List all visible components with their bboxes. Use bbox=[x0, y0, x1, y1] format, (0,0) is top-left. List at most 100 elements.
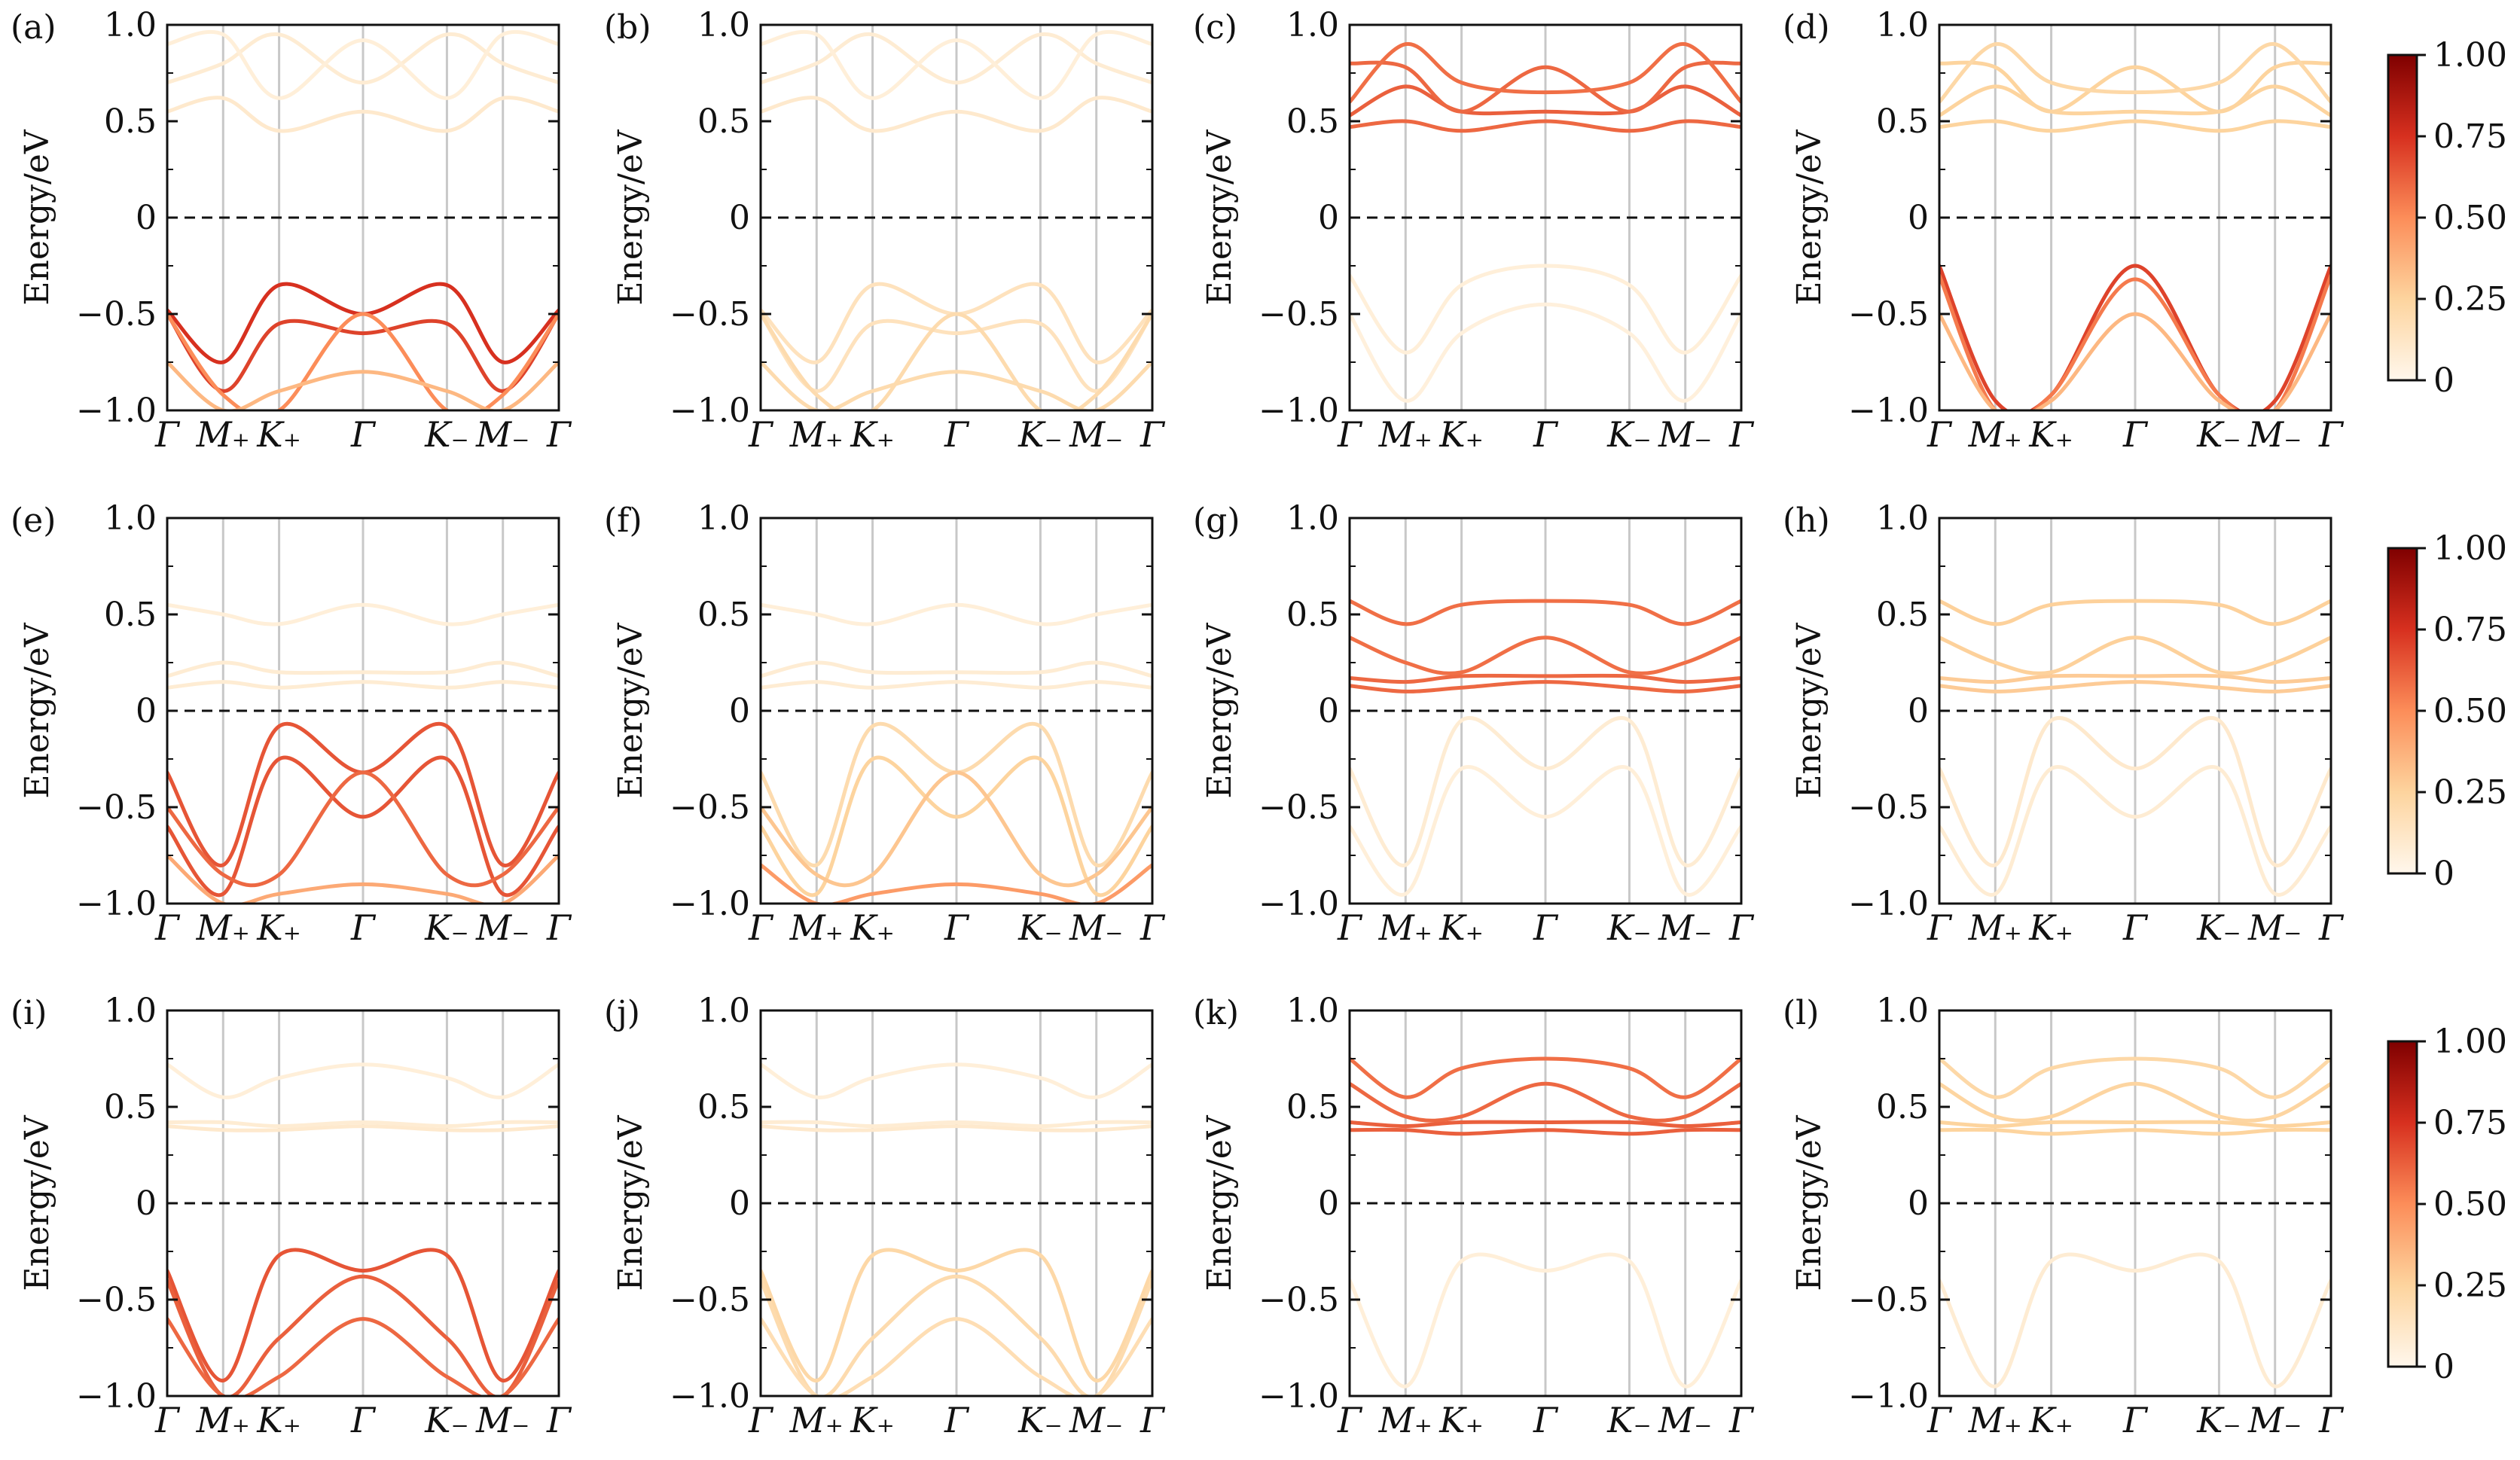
band-c2 bbox=[1350, 84, 1741, 117]
kpoint-label: M₋ bbox=[2247, 907, 2302, 948]
kpoint-label: M₋ bbox=[1069, 907, 1123, 948]
band-c2 bbox=[1350, 673, 1741, 684]
kpoint-label: K₊ bbox=[2028, 414, 2073, 455]
ytick-label: −1.0 bbox=[76, 1377, 157, 1416]
kpoint-label: Γ bbox=[1927, 907, 1953, 948]
kpoint-label: K₋ bbox=[1017, 1400, 1063, 1440]
band-c3 bbox=[1939, 636, 2331, 675]
kpoint-label: Γ bbox=[1533, 1400, 1559, 1440]
kpoint-label: M₋ bbox=[2247, 1400, 2302, 1440]
band-v1 bbox=[1350, 264, 1741, 355]
colorbar-tick-label: 0.25 bbox=[2433, 280, 2507, 319]
kpoint-label: K₋ bbox=[424, 1400, 469, 1440]
panel-label: (f) bbox=[604, 501, 642, 540]
ylabel: Energy/eV bbox=[18, 129, 56, 305]
colorbar-tick-label: 1.00 bbox=[2433, 36, 2507, 75]
ytick-label: −0.5 bbox=[1258, 295, 1339, 334]
ytick-label: 1.0 bbox=[1876, 499, 1929, 538]
colorbar-tick-label: 0.75 bbox=[2433, 1104, 2507, 1142]
kpoint-label: K₋ bbox=[2196, 907, 2241, 948]
ytick-label: 1.0 bbox=[104, 6, 157, 44]
kpoint-label: M₊ bbox=[1378, 414, 1432, 455]
band-c1 bbox=[1939, 119, 2331, 133]
ytick-label: −0.5 bbox=[1848, 295, 1929, 334]
band-c4 bbox=[1939, 599, 2331, 626]
colorbar-tick-label: 0.25 bbox=[2433, 1266, 2507, 1305]
kpoint-label: Γ bbox=[1533, 907, 1559, 948]
kpoint-label: M₊ bbox=[196, 414, 250, 455]
kpoint-label: K₊ bbox=[2028, 907, 2073, 948]
ytick-label: −1.0 bbox=[76, 392, 157, 430]
kpoint-label: Γ bbox=[1927, 1400, 1953, 1440]
ylabel: Energy/eV bbox=[1790, 129, 1829, 305]
kpoint-label: M₊ bbox=[1378, 907, 1432, 948]
kpoint-label: M₋ bbox=[475, 907, 529, 948]
colorbar-tick-label: 0.50 bbox=[2433, 692, 2507, 730]
ytick-label: −0.5 bbox=[1848, 1281, 1929, 1319]
band-c3 bbox=[1350, 636, 1741, 675]
band-v3 bbox=[167, 312, 559, 410]
kpoint-label: M₊ bbox=[789, 907, 844, 948]
kpoint-label: Γ bbox=[1728, 907, 1755, 948]
kpoint-label: K₊ bbox=[1438, 907, 1484, 948]
ytick-label: −0.5 bbox=[670, 295, 750, 334]
panel-label: (d) bbox=[1783, 8, 1830, 47]
ytick-label: 0 bbox=[1318, 1184, 1339, 1223]
ytick-label: 0 bbox=[136, 199, 157, 237]
ytick-label: 0.5 bbox=[1876, 596, 1929, 634]
band-v1 bbox=[761, 1248, 1152, 1382]
ytick-label: −0.5 bbox=[1258, 788, 1339, 827]
band-v1 bbox=[167, 1248, 559, 1382]
colorbar-tick-label: 0 bbox=[2433, 855, 2454, 893]
ytick-label: −1.0 bbox=[1848, 1377, 1929, 1416]
ylabel: Energy/eV bbox=[1790, 1114, 1829, 1291]
ytick-label: −0.5 bbox=[670, 1281, 750, 1319]
ytick-label: 0.5 bbox=[697, 1088, 750, 1126]
ytick-label: −1.0 bbox=[1848, 392, 1929, 430]
bands-group bbox=[1939, 1056, 2331, 1388]
ylabel: Energy/eV bbox=[18, 1114, 56, 1291]
ytick-label: −0.5 bbox=[76, 1281, 157, 1319]
kpoint-label: K₊ bbox=[2028, 1400, 2073, 1440]
ytick-label: 0.5 bbox=[697, 102, 750, 141]
band-c2 bbox=[761, 32, 1152, 85]
band-c2 bbox=[761, 660, 1152, 678]
ylabel: Energy/eV bbox=[1201, 129, 1239, 305]
band-c1 bbox=[167, 1124, 559, 1132]
ytick-label: 0.5 bbox=[1876, 1088, 1929, 1126]
band-c3 bbox=[761, 602, 1152, 626]
ylabel: Energy/eV bbox=[1201, 622, 1239, 798]
kpoint-label: K₊ bbox=[1438, 1400, 1484, 1440]
ylabel: Energy/eV bbox=[612, 1114, 650, 1291]
ytick-label: 0 bbox=[1908, 1184, 1929, 1223]
ylabel: Energy/eV bbox=[1201, 1114, 1239, 1291]
colorbar-tick-label: 1.00 bbox=[2433, 529, 2507, 568]
ytick-label: −0.5 bbox=[1848, 788, 1929, 827]
band-c3 bbox=[1939, 1081, 2331, 1123]
kpoint-label: Γ bbox=[546, 414, 572, 455]
kpoint-label: K₋ bbox=[424, 414, 469, 455]
panel-label: (i) bbox=[11, 994, 47, 1032]
panel-label: (l) bbox=[1783, 994, 1819, 1032]
kpoint-label: Γ bbox=[1533, 414, 1559, 455]
kpoint-label: K₊ bbox=[256, 414, 301, 455]
colorbar-tick-label: 0.50 bbox=[2433, 1185, 2507, 1224]
band-v2 bbox=[167, 755, 559, 898]
band-c2 bbox=[1939, 673, 2331, 684]
kpoint-label: K₊ bbox=[256, 907, 301, 948]
ytick-label: −1.0 bbox=[1258, 392, 1339, 430]
band-c2 bbox=[167, 32, 559, 85]
band-v3 bbox=[167, 770, 559, 888]
band-v2 bbox=[761, 755, 1152, 898]
band-c2 bbox=[1939, 1120, 2331, 1129]
kpoint-label: Γ bbox=[1927, 414, 1953, 455]
kpoint-label: Γ bbox=[2318, 1400, 2345, 1440]
colorbar-gradient bbox=[2387, 1040, 2418, 1368]
ytick-label: 1.0 bbox=[1876, 6, 1929, 44]
band-c1 bbox=[761, 1124, 1152, 1132]
